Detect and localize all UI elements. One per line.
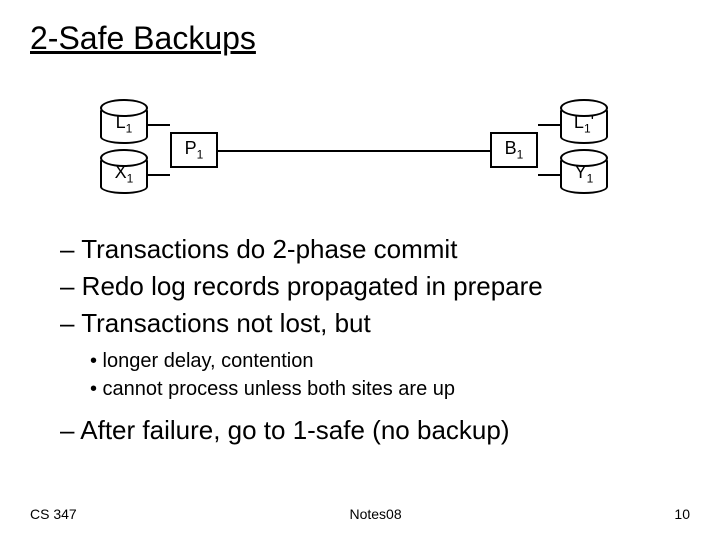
diagram-area: L1 X1 P1 B1 L1' Y1 [30,92,690,212]
footer-center: Notes08 [349,506,401,522]
node-X1: X1 [100,154,148,194]
node-P1: P1 [170,132,218,168]
bullets-main: – Transactions do 2-phase commit– Redo l… [60,232,690,341]
page-title: 2-Safe Backups [30,20,690,57]
bullet-sub: • cannot process unless both sites are u… [90,375,690,403]
node-Y1: Y1 [560,154,608,194]
bullet-sub: • longer delay, contention [90,347,690,375]
footer: CS 347 Notes08 10 [30,506,690,522]
bullet-dash: – Redo log records propagated in prepare [60,269,690,304]
bullet-dash: – After failure, go to 1-safe (no backup… [60,413,690,448]
footer-right: 10 [674,506,690,522]
edge-P1-B1 [218,150,490,152]
node-L1p: L1' [560,104,608,144]
bullet-dash: – Transactions not lost, but [60,306,690,341]
bullet-dash: – Transactions do 2-phase commit [60,232,690,267]
bullets-after: – After failure, go to 1-safe (no backup… [60,413,690,448]
edge-X1-P1 [148,174,170,176]
edge-B1-L1p [538,124,560,126]
footer-left: CS 347 [30,506,77,522]
node-B1: B1 [490,132,538,168]
edge-B1-Y1 [538,174,560,176]
edge-L1-P1 [148,124,170,126]
bullets-sub: • longer delay, contention• cannot proce… [90,347,690,403]
node-L1: L1 [100,104,148,144]
